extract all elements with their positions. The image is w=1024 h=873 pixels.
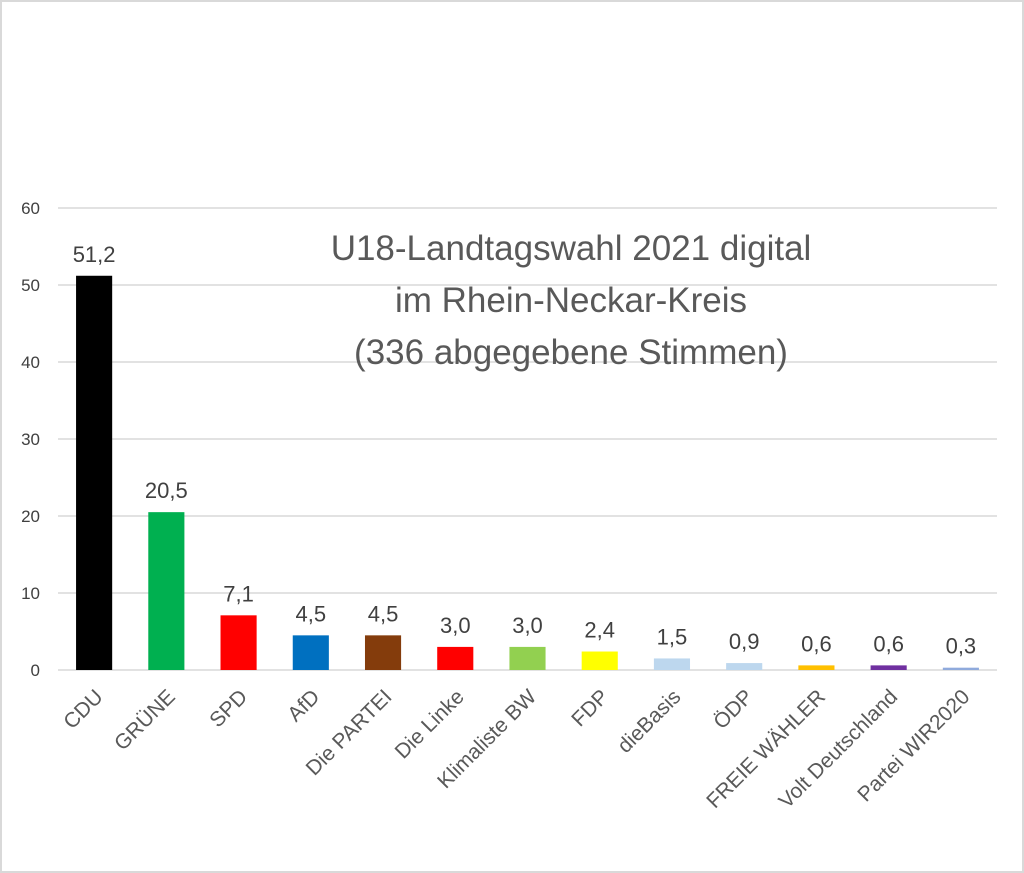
y-tick-label: 10 [21,584,40,603]
chart-title: U18-Landtagswahl 2021 digital im Rhein-N… [331,229,812,372]
data-label: 3,0 [512,613,543,638]
y-tick-label: 60 [21,199,40,218]
data-label: 4,5 [296,601,327,626]
y-tick-label: 40 [21,353,40,372]
data-label: 4,5 [368,601,399,626]
bar-die-linke [437,646,474,670]
gridlines [58,207,997,671]
chart-title-line-1: U18-Landtagswahl 2021 digital [331,229,812,268]
data-label: 0,9 [729,629,760,654]
x-tick-label: GRÜNE [110,685,180,755]
x-tick-label: CDU [59,685,107,733]
bar-freie-wähler [798,665,835,670]
bar-volt-deutschland [870,665,907,670]
chart-title-line-2: im Rhein-Neckar-Kreis [395,281,747,320]
y-tick-label: 30 [21,430,40,449]
data-label: 0,3 [946,634,977,659]
bar-ödp [726,663,763,670]
data-label: 0,6 [873,631,904,656]
x-tick-label: AfD [283,685,324,726]
bar-partei-wir2020 [942,667,979,670]
bar-afd [292,635,329,670]
x-tick-label: dieBasis [613,685,685,757]
data-labels: 51,2 20,5 7,1 4,5 4,5 3,0 3,0 2,4 1,5 0,9 0,6 0,6 0,… [73,242,976,659]
bar-cdu [76,275,113,670]
bar-die-partei [364,635,402,670]
x-tick-label: SPD [205,685,252,732]
bar-fdp [581,651,618,670]
data-label: 2,4 [584,618,615,643]
data-label: 1,5 [657,624,688,649]
y-tick-label: 0 [31,661,40,680]
y-tick-label: 20 [21,507,40,526]
chart-title-line-3: (336 abgegebene Stimmen) [354,333,788,372]
x-tick-label: FDP [567,685,613,731]
bar-diebasis [653,658,691,670]
data-label: 51,2 [73,242,116,267]
bar-grüne [148,512,185,670]
bar-klimaliste-bw [509,646,546,670]
data-label: 3,0 [440,613,471,638]
data-label: 7,1 [223,581,254,606]
y-tick-label: 50 [21,276,40,295]
bars [76,275,979,670]
y-axis-ticks: 0 10 20 30 40 50 60 [21,199,40,680]
bar-spd [220,615,257,670]
data-label: 0,6 [801,631,832,656]
x-tick-label: ÖDP [709,685,757,733]
data-label: 20,5 [145,478,188,503]
